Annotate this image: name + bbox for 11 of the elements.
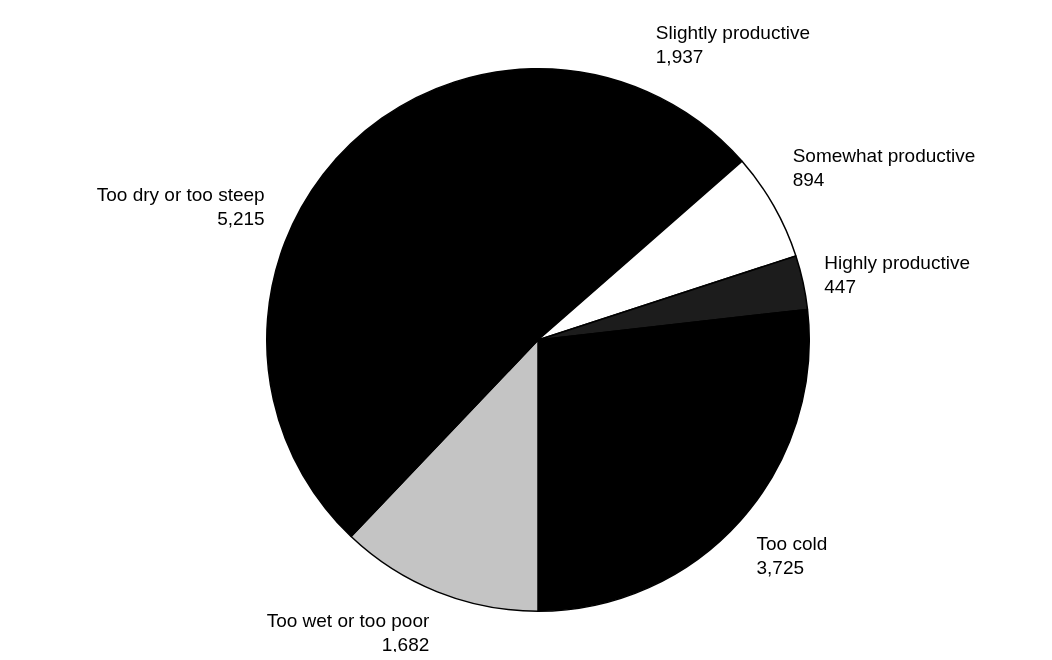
slice-label: Too cold: [756, 532, 828, 554]
data-label: 3,725: [756, 556, 805, 578]
data-label: 447: [824, 275, 856, 297]
slice-label: Too dry or too steep: [96, 184, 265, 206]
data-label: 5,215: [217, 208, 265, 230]
slice-label: Too wet or too poor: [266, 609, 430, 631]
data-label: 894: [792, 168, 825, 190]
slice-label: Highly productive: [824, 251, 971, 273]
slice-label: Slightly productive: [655, 21, 810, 43]
data-label: 1,937: [655, 45, 704, 67]
slice-label: Somewhat productive: [792, 144, 976, 166]
